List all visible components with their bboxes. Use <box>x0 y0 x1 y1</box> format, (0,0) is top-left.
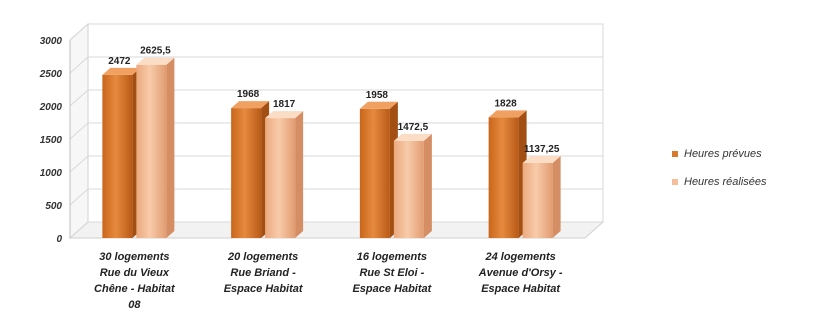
y-tick-label: 1000 <box>40 168 63 179</box>
y-tick-label: 500 <box>45 201 62 212</box>
bar-side <box>552 155 561 238</box>
data-label-heures-realisees: 1472,5 <box>398 122 429 133</box>
bar-front <box>359 108 390 238</box>
data-label-heures-prevues: 1958 <box>366 90 389 101</box>
bar-top <box>393 133 432 141</box>
bar-heures-realisees <box>393 133 432 238</box>
bar-front <box>265 118 296 238</box>
gridline-depth <box>69 221 89 239</box>
bar-front <box>393 140 424 238</box>
bar-heures-realisees <box>522 155 561 238</box>
data-labels: 2472 2625,5 1968 1817 1958 1472,5 1828 1137,25 <box>108 46 560 155</box>
gridline-depth <box>69 122 89 140</box>
x-category-label: 24 logements Avenue d'Orsy -Espace Habita… <box>478 251 563 295</box>
bar-heures-realisees <box>136 57 175 239</box>
bar-front <box>522 162 553 238</box>
bar-top <box>359 101 398 109</box>
bar-front <box>488 117 519 238</box>
gridline-depth <box>69 89 89 107</box>
x-axis-labels: 30 logements Rue du Vieux Chêne - Habitat 0… <box>94 251 563 311</box>
data-label-heures-realisees: 2625,5 <box>140 46 171 57</box>
data-label-heures-realisees: 1137,25 <box>524 144 560 155</box>
y-tick-label: 2500 <box>39 69 63 80</box>
bar-heures-prevues <box>359 101 398 238</box>
bar-top <box>136 57 175 65</box>
bar-side <box>166 57 175 239</box>
gridline-depth <box>69 56 89 74</box>
legend-swatch <box>672 151 678 157</box>
bars <box>102 57 561 239</box>
y-tick-label: 1500 <box>40 135 63 146</box>
bar-front <box>102 74 133 239</box>
legend-label: Heures réalisées <box>684 176 767 188</box>
bar-top <box>488 110 527 118</box>
bar-side <box>423 133 432 238</box>
bar-heures-prevues <box>102 67 141 239</box>
bar-heures-realisees <box>265 111 304 238</box>
y-tick-label: 0 <box>56 234 62 245</box>
bar-heures-prevues <box>231 101 270 238</box>
bar-top <box>265 111 304 119</box>
bar-top <box>102 67 141 75</box>
legend-swatch <box>672 179 678 185</box>
bar-heures-prevues <box>488 110 527 238</box>
y-tick-label: 3000 <box>40 36 63 47</box>
data-label-heures-prevues: 1968 <box>237 89 260 100</box>
bar-front <box>231 108 262 238</box>
y-axis: 0 500 1000 1500 2000 2500 3000 <box>39 36 71 245</box>
x-category-label: 16 logements Rue St Eloi -Espace Habitat <box>352 251 432 295</box>
y-tick-label: 2000 <box>39 102 63 113</box>
x-category-label: 20 logements Rue Briand -Espace Habitat <box>224 251 304 295</box>
legend: Heures prévues Heures réalisées <box>672 148 767 188</box>
data-label-heures-realisees: 1817 <box>273 99 296 110</box>
bar-side <box>295 111 304 238</box>
bar-front <box>136 64 167 238</box>
x-category-label: 30 logements Rue du Vieux Chêne - Habitat 0… <box>94 251 176 311</box>
gridline-depth <box>69 188 89 206</box>
gridline-depth <box>69 155 89 173</box>
bar-top <box>231 101 270 109</box>
data-label-heures-prevues: 1828 <box>495 98 518 109</box>
gridline-depth <box>69 23 89 41</box>
data-label-heures-prevues: 2472 <box>108 56 131 67</box>
bar-top <box>522 155 561 163</box>
legend-label: Heures prévues <box>684 148 762 160</box>
